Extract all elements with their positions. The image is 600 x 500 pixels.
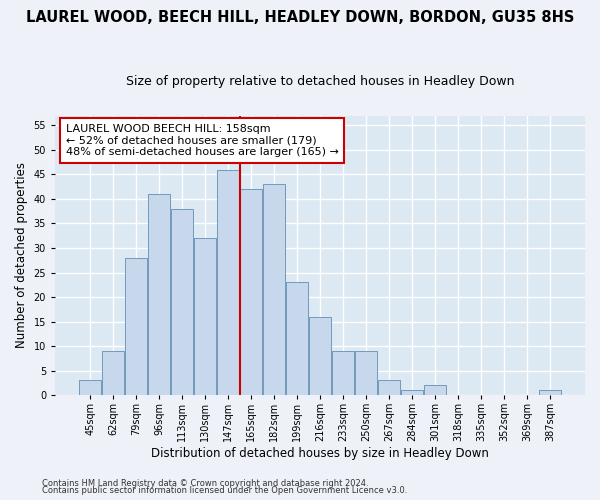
Bar	[217, 170, 239, 395]
X-axis label: Distribution of detached houses by size in Headley Down: Distribution of detached houses by size …	[151, 447, 489, 460]
Title: Size of property relative to detached houses in Headley Down: Size of property relative to detached ho…	[126, 75, 514, 88]
Text: Contains HM Land Registry data © Crown copyright and database right 2024.: Contains HM Land Registry data © Crown c…	[42, 478, 368, 488]
Bar	[355, 351, 377, 395]
Bar	[401, 390, 423, 395]
Text: Contains public sector information licensed under the Open Government Licence v3: Contains public sector information licen…	[42, 486, 407, 495]
Bar	[194, 238, 216, 395]
Bar	[332, 351, 354, 395]
Bar	[286, 282, 308, 395]
Y-axis label: Number of detached properties: Number of detached properties	[15, 162, 28, 348]
Bar	[378, 380, 400, 395]
Bar	[125, 258, 147, 395]
Bar	[148, 194, 170, 395]
Bar	[539, 390, 561, 395]
Text: LAUREL WOOD BEECH HILL: 158sqm
← 52% of detached houses are smaller (179)
48% of: LAUREL WOOD BEECH HILL: 158sqm ← 52% of …	[65, 124, 338, 157]
Bar	[424, 386, 446, 395]
Bar	[171, 208, 193, 395]
Text: LAUREL WOOD, BEECH HILL, HEADLEY DOWN, BORDON, GU35 8HS: LAUREL WOOD, BEECH HILL, HEADLEY DOWN, B…	[26, 10, 574, 25]
Bar	[240, 189, 262, 395]
Bar	[79, 380, 101, 395]
Bar	[102, 351, 124, 395]
Bar	[309, 316, 331, 395]
Bar	[263, 184, 285, 395]
